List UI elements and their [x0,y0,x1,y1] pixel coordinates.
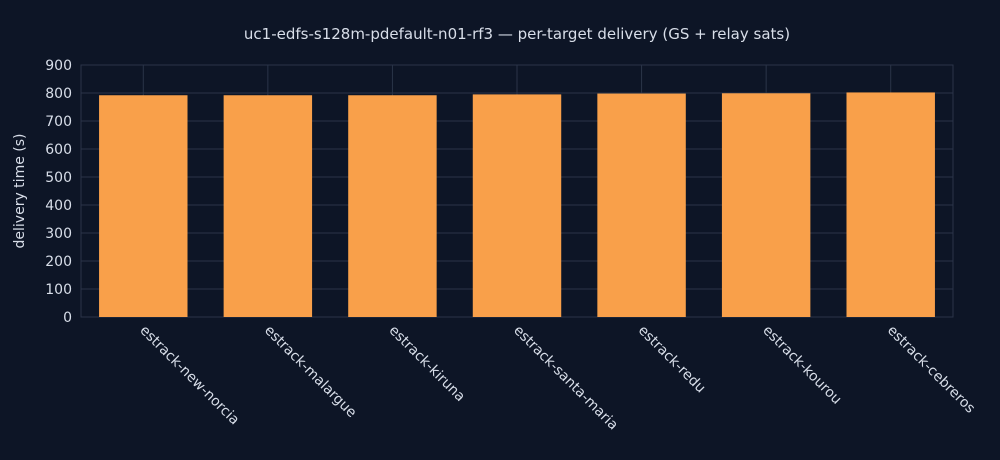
y-tick-label: 500 [45,170,72,186]
y-tick-label: 100 [45,282,72,298]
x-axis-ticks: estrack-new-norcia estrack-malargue estrac… [136,323,978,434]
x-tick-label: estrack-new-norcia [136,323,242,429]
y-tick-label: 300 [45,226,72,242]
x-tick-label: estrack-kourou [759,323,844,408]
bar-estrack-cebreros [846,92,935,317]
bar-estrack-kiruna [348,95,437,318]
chart-title: uc1-edfs-s128m-pdefault-n01-rf3 — per-ta… [244,25,790,43]
x-tick-label: estrack-kiruna [386,323,468,405]
x-tick-label: estrack-redu [635,323,709,397]
x-tick-label: estrack-santa-maria [510,323,621,434]
y-tick-label: 400 [45,198,72,214]
bar-estrack-new-norcia [99,95,188,318]
y-tick-label: 200 [45,254,72,270]
y-tick-label: 0 [63,310,72,326]
bar-estrack-kourou [721,93,811,317]
y-tick-label: 900 [45,58,72,74]
x-tick-label: estrack-cebreros [884,323,978,417]
y-tick-label: 700 [45,114,72,130]
bar-estrack-malargue [223,95,313,318]
bar-estrack-redu [597,93,686,317]
bar-estrack-santa-maria [472,94,562,318]
y-axis-ticks: 0 100 200 300 400 500 600 700 800 900 [45,58,72,326]
x-tick-label: estrack-malargue [261,323,359,421]
bars [99,92,935,318]
y-axis-label: delivery time (s) [12,134,28,249]
y-tick-label: 600 [45,142,72,158]
y-tick-label: 800 [45,86,72,102]
